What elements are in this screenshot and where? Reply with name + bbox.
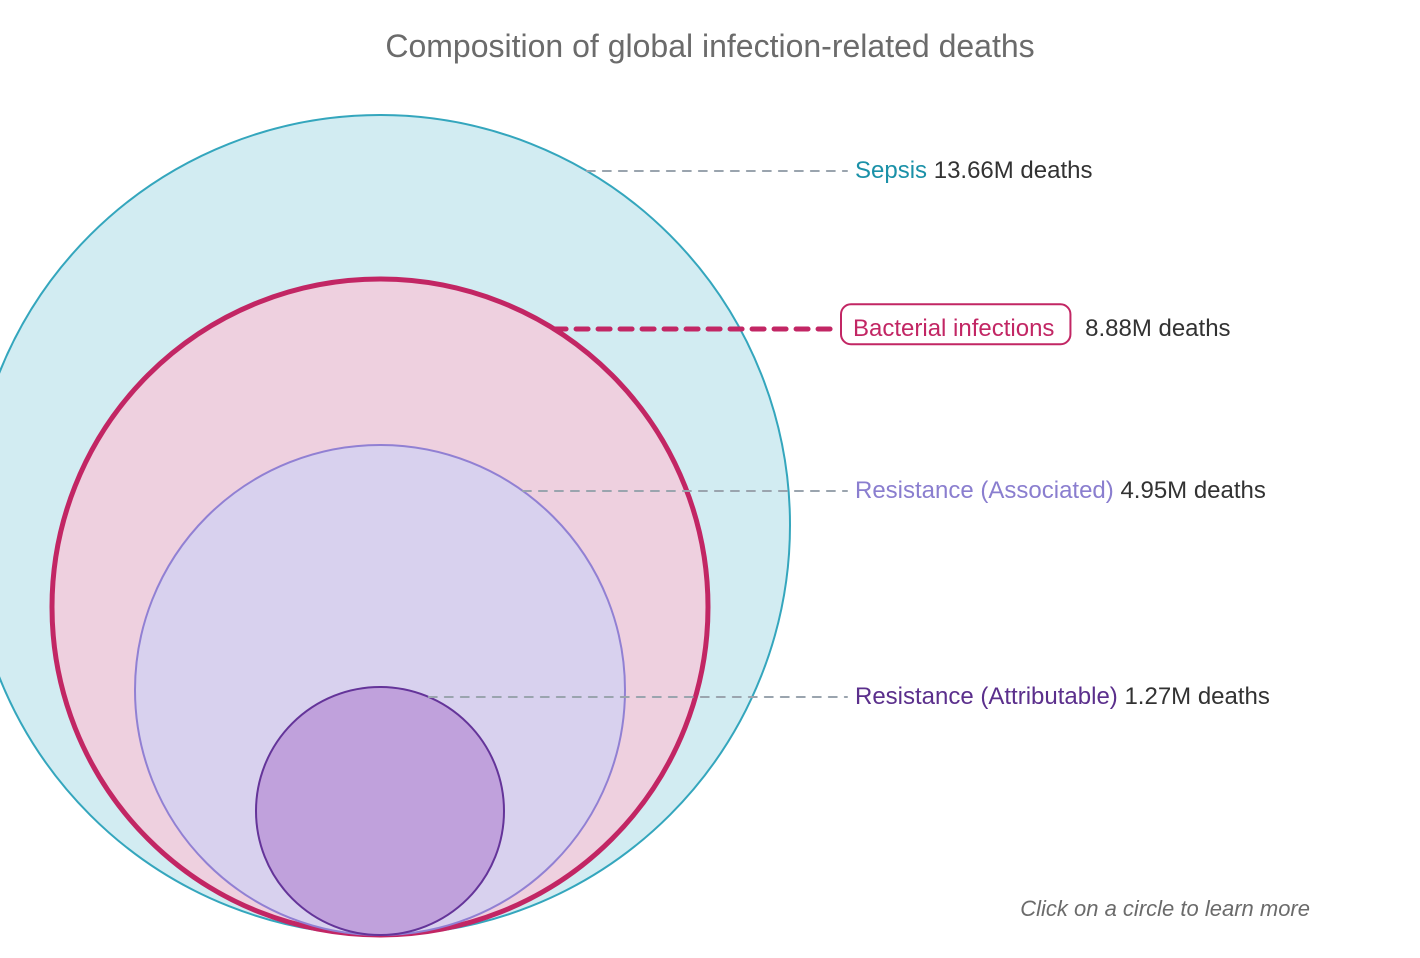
label-value-sepsis: 13.66M deaths (927, 157, 1092, 184)
label-resistance-attributable[interactable]: Resistance (Attributable) 1.27M deaths (855, 683, 1270, 710)
hint-text: Click on a circle to learn more (1020, 896, 1310, 922)
label-resistance-associated[interactable]: Resistance (Associated) 4.95M deaths (855, 477, 1266, 504)
label-name-bacterial: Bacterial infections (853, 315, 1054, 342)
label-name-sepsis: Sepsis (855, 157, 927, 184)
label-bacterial[interactable]: Bacterial infections 8.88M deaths (853, 315, 1231, 342)
circle-resistance-attributable[interactable] (256, 687, 504, 935)
label-value-resistance-associated: 4.95M deaths (1114, 477, 1266, 504)
label-value-bacterial: 8.88M deaths (1078, 315, 1230, 342)
label-name-resistance-associated: Resistance (Associated) (855, 477, 1114, 504)
label-value-resistance-attributable: 1.27M deaths (1118, 683, 1270, 710)
label-sepsis[interactable]: Sepsis 13.66M deaths (855, 157, 1093, 184)
circle-group (0, 115, 790, 935)
nested-circle-chart: Sepsis 13.66M deaths Bacterial infections… (0, 0, 1420, 958)
label-name-resistance-attributable: Resistance (Attributable) (855, 683, 1118, 710)
